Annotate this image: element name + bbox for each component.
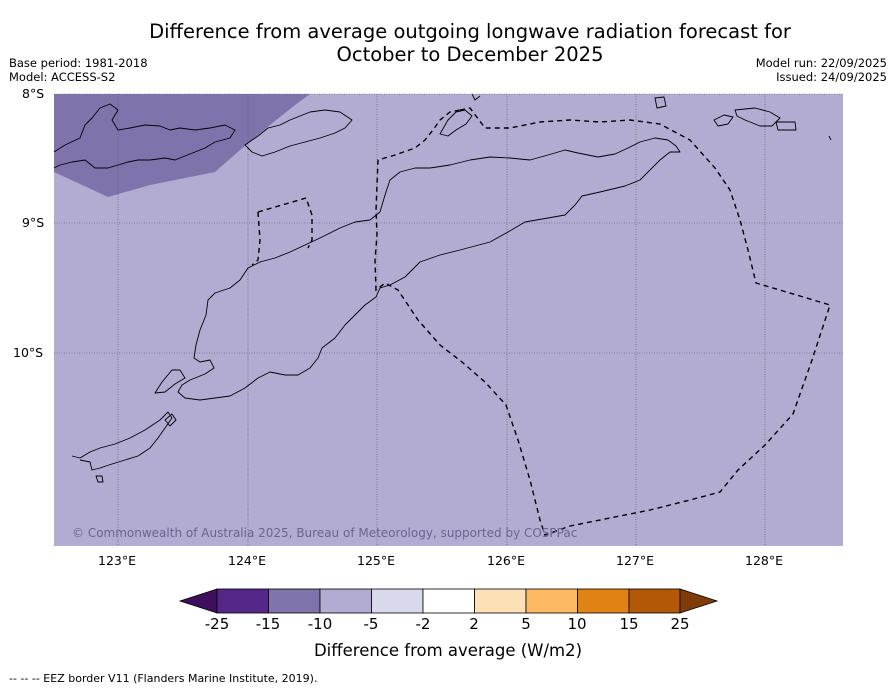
eez-timor-leste	[374, 107, 831, 536]
cbar-bin-6	[474, 588, 527, 614]
title-line-1: Difference from average outgoing longwav…	[149, 20, 791, 43]
cbar-bin-2	[268, 588, 321, 614]
eez-oecusse	[251, 197, 313, 266]
cbar-tick-9: 15	[619, 615, 639, 633]
cbar-bin-5	[422, 588, 475, 614]
coast-rote	[154, 369, 186, 394]
lat-label-9s: 9°S	[22, 215, 45, 230]
model-run: Model run: 22/09/2025	[755, 56, 887, 70]
lon-label-125e: 125°E	[357, 553, 396, 568]
issued-date: Issued: 24/09/2025	[776, 70, 887, 84]
cbar-bin-3	[319, 588, 372, 614]
coastlines	[53, 93, 832, 483]
cbar-bin-4	[371, 588, 424, 614]
lat-label-10s: 10°S	[13, 345, 44, 360]
lon-label-126e: 126°E	[487, 553, 526, 568]
coast-islet-7	[828, 135, 832, 141]
coast-islet-1	[95, 475, 104, 483]
coast-flores	[53, 103, 236, 169]
title-line-2: October to December 2025	[336, 43, 604, 66]
eez-border	[251, 107, 831, 536]
cbar-tick-10: 25	[670, 615, 690, 633]
coast-islet-2	[164, 413, 177, 427]
cbar-extend-high	[679, 588, 719, 614]
model-name: Model: ACCESS-S2	[9, 70, 116, 84]
lon-label-128e: 128°E	[745, 553, 784, 568]
lon-label-123e: 123°E	[98, 553, 137, 568]
cbar-tick-2: -15	[255, 615, 281, 633]
coast-timor-north	[177, 137, 681, 401]
coast-wetar	[439, 109, 473, 137]
base-period: Base period: 1981-2018	[9, 56, 148, 70]
coast-islet-4	[713, 114, 734, 127]
coast-islet-6	[775, 121, 797, 131]
coast-sumba	[71, 411, 173, 471]
meta-left: Base period: 1981-2018 Model: ACCESS-S2	[9, 56, 148, 84]
cbar-bin-8	[577, 588, 630, 614]
coast-islet-8	[471, 93, 481, 101]
coast-islet-3	[654, 96, 667, 109]
cbar-bin-1	[216, 588, 269, 614]
lon-label-124e: 124°E	[228, 553, 267, 568]
cbar-tick-5: -2	[415, 615, 431, 633]
cbar-extend-low	[178, 588, 218, 614]
cbar-tick-7: 5	[521, 615, 531, 633]
cbar-tick-1: -25	[204, 615, 230, 633]
map-title: Difference from average outgoing longwav…	[0, 20, 896, 66]
eez-footnote: -- -- -- EEZ border V11 (Flanders Marine…	[9, 672, 318, 685]
colorbar-label: Difference from average (W/m2)	[313, 641, 583, 660]
coast-alor	[244, 109, 353, 157]
copyright-notice: © Commonwealth of Australia 2025, Bureau…	[72, 526, 578, 540]
meta-right: Model run: 22/09/2025 Issued: 24/09/2025	[756, 56, 887, 84]
coast-islet-5	[734, 107, 781, 127]
gridlines	[54, 93, 843, 546]
colorbar	[178, 588, 719, 614]
cbar-tick-8: 10	[567, 615, 587, 633]
cbar-bin-7	[525, 588, 578, 614]
lat-label-8s: 8°S	[22, 86, 45, 101]
cbar-tick-4: -5	[363, 615, 379, 633]
lon-label-127e: 127°E	[616, 553, 655, 568]
cbar-tick-6: 2	[469, 615, 479, 633]
cbar-tick-3: -10	[307, 615, 333, 633]
cbar-bin-9	[628, 588, 681, 614]
